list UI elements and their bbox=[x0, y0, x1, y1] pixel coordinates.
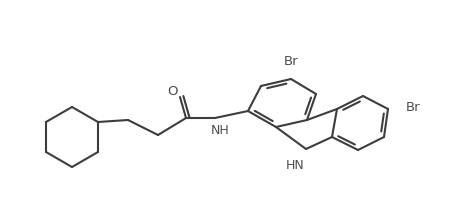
Text: Br: Br bbox=[406, 101, 420, 114]
Text: NH: NH bbox=[211, 124, 230, 137]
Text: Br: Br bbox=[284, 55, 298, 68]
Text: O: O bbox=[167, 85, 177, 98]
Text: HN: HN bbox=[285, 159, 304, 172]
